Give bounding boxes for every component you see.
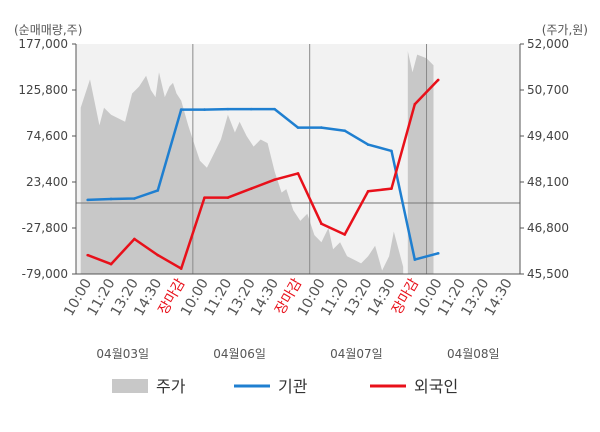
right-tick-label: 46,800 [527, 221, 569, 235]
left-tick-label: 23,400 [26, 175, 68, 189]
series-point [296, 126, 300, 129]
series-point [320, 222, 323, 225]
series-point [366, 143, 370, 146]
legend-label: 기관 [278, 377, 308, 396]
series-point [249, 107, 253, 111]
axis-layer: (순매매량,주) (주가,원) 177,000 125,800 74,600 23,400… [14, 23, 588, 361]
series-line-기관 [87, 107, 439, 261]
series-point [343, 233, 347, 236]
left-tick-label: -79,000 [22, 267, 68, 281]
series-line-외국인 [87, 79, 440, 270]
legend: 주가 기관 외국인 [112, 377, 458, 396]
date-label: 04월06일 [213, 347, 266, 361]
right-tick-label: 49,400 [527, 129, 569, 143]
series-point [133, 237, 136, 241]
series-point [273, 178, 276, 181]
series-point [343, 129, 347, 132]
legend-swatch-price [112, 379, 148, 393]
series-point [366, 190, 370, 193]
right-tick-label: 45,500 [527, 267, 569, 281]
series-point [203, 108, 206, 111]
series-point [133, 197, 136, 200]
series-point [203, 196, 206, 199]
legend-label: 주가 [156, 377, 186, 396]
series-point [296, 172, 300, 175]
series-point [390, 149, 393, 153]
series-point [109, 262, 113, 266]
series-point [156, 189, 160, 192]
left-tick-label: 74,600 [26, 129, 68, 143]
series-point [320, 126, 323, 129]
series-point [86, 253, 89, 257]
left-tick-label: 177,000 [18, 37, 68, 51]
series-point [249, 187, 253, 190]
left-tick-label: -27,800 [22, 221, 68, 235]
series-point [156, 253, 160, 257]
left-axis-title: (순매매량,주) [14, 23, 82, 37]
series-point [86, 198, 89, 202]
series-point [226, 107, 230, 111]
series-point [226, 196, 230, 199]
right-tick-label: 52,000 [527, 37, 569, 51]
series-point [436, 252, 440, 255]
series-point [390, 187, 393, 190]
series-point [179, 267, 183, 270]
date-label: 04월07일 [330, 347, 383, 361]
series-point [273, 107, 276, 111]
series-point [179, 108, 183, 111]
series-point [436, 78, 440, 82]
date-label: 04월03일 [96, 347, 149, 361]
legend-label: 외국인 [414, 377, 458, 396]
price-area-segment [80, 72, 404, 274]
series-point [413, 102, 417, 106]
right-tick-label: 48,100 [527, 175, 569, 189]
date-label: 04월08일 [447, 347, 500, 361]
right-axis-title: (주가,원) [542, 23, 588, 37]
series-layer [86, 78, 440, 270]
series-point [413, 258, 417, 261]
left-tick-label: 125,800 [18, 83, 68, 97]
series-point [109, 197, 113, 201]
right-tick-label: 50,700 [527, 83, 569, 97]
